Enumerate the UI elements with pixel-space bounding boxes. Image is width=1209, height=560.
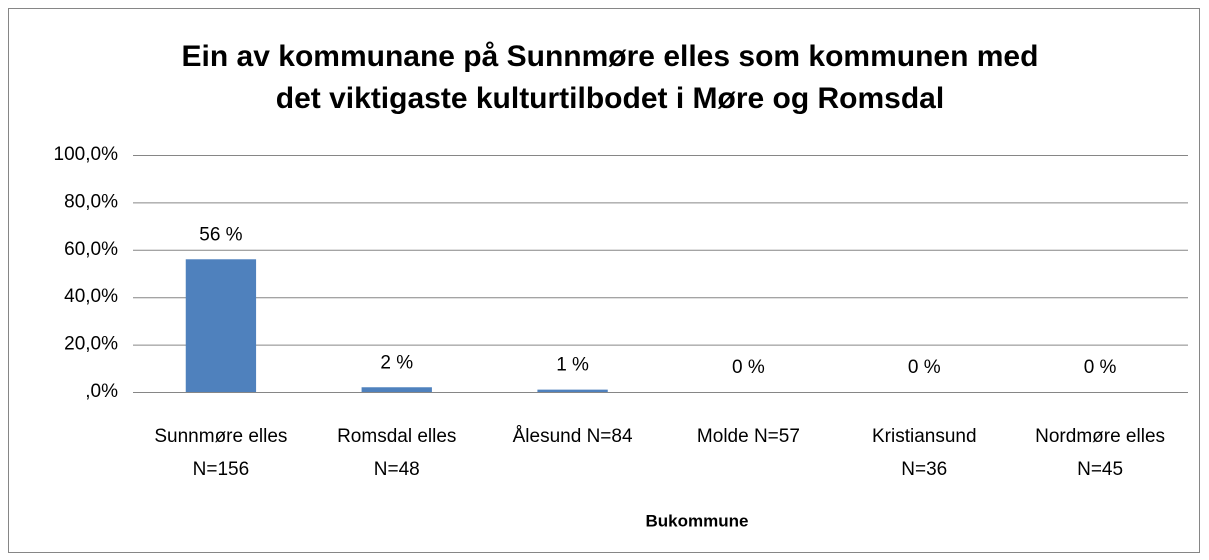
chart-title: det viktigaste kulturtilbodet i Møre og …: [276, 82, 944, 115]
data-label: 2 %: [380, 352, 413, 373]
data-label: 56 %: [199, 224, 242, 245]
y-tick-label: 60,0%: [64, 239, 118, 260]
y-tick-label: 80,0%: [64, 191, 118, 212]
bar: [185, 259, 257, 392]
x-tick-label: Molde N=57: [697, 426, 800, 447]
x-axis-label: Bukommune: [646, 511, 749, 530]
x-tick-label: N=48: [374, 459, 420, 480]
data-label: 0 %: [908, 357, 941, 378]
x-tick-label: Ålesund N=84: [513, 426, 633, 447]
data-label: 0 %: [1084, 357, 1117, 378]
bar: [537, 389, 608, 392]
x-tick-label: N=36: [901, 459, 947, 480]
data-label: 1 %: [556, 355, 589, 376]
y-tick-label: 40,0%: [64, 286, 118, 307]
x-tick-label: Romsdal elles: [337, 426, 456, 447]
chart-title: Ein av kommunane på Sunnmøre elles som k…: [182, 40, 1039, 73]
x-tick-label: N=45: [1077, 459, 1123, 480]
x-tick-label: Sunnmøre elles: [154, 426, 287, 447]
x-tick-label: Kristiansund: [872, 426, 977, 447]
data-label: 0 %: [732, 357, 765, 378]
y-tick-label: ,0%: [85, 381, 118, 402]
y-tick-label: 20,0%: [64, 334, 118, 355]
x-tick-label: Nordmøre elles: [1035, 426, 1165, 447]
y-tick-label: 100,0%: [54, 144, 119, 165]
bar: [361, 387, 432, 392]
x-tick-label: N=156: [193, 459, 250, 480]
